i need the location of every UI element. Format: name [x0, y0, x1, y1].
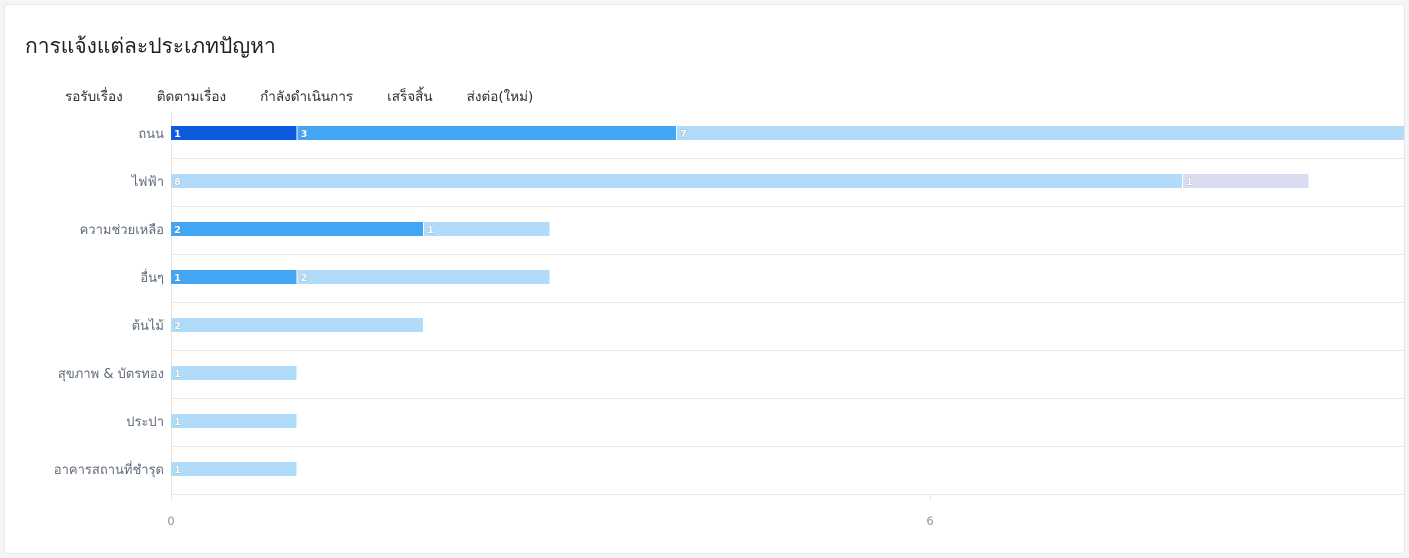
category-label: ประปา [126, 415, 164, 430]
category-label: ความช่วยเหลือ [80, 222, 164, 238]
bar-segment [171, 462, 297, 476]
bar-segment [1183, 174, 1309, 188]
legend-item-pending[interactable]: รอรับเรื่อง [65, 89, 123, 105]
data-label: 8 [174, 177, 181, 188]
category-label: ถนน [138, 127, 164, 142]
data-label: 3 [301, 129, 308, 140]
category-label: สุขภาพ & บัตรทอง [58, 367, 164, 382]
data-label: 7 [680, 129, 687, 140]
category-label: อาคารสถานที่ชำรุด [54, 461, 164, 478]
category-label: อื่นๆ [140, 269, 164, 286]
bar-segment [171, 270, 297, 284]
data-label: 1 [174, 369, 181, 380]
data-label: 2 [174, 321, 181, 332]
data-label: 2 [174, 225, 181, 236]
chart-title: การแจ้งแต่ละประเภทปัญหา [25, 34, 276, 58]
bar-segment [171, 366, 297, 380]
data-label: 1 [174, 129, 181, 140]
bar-segment [171, 126, 297, 140]
bar-segment [171, 222, 423, 236]
bar-segment [171, 174, 1182, 188]
x-tick-label: 0 [167, 514, 174, 528]
bar-segment [171, 318, 423, 332]
x-tick-label: 6 [926, 514, 933, 528]
category-label: ต้นไม้ [132, 318, 164, 334]
bar-segment [297, 270, 550, 284]
legend-item-in-progress[interactable]: กำลังดำเนินการ [260, 89, 354, 105]
data-label: 1 [174, 417, 181, 428]
legend-item-forwarded[interactable]: ส่งต่อ(ใหม่) [466, 89, 534, 105]
bar-segment [171, 414, 297, 428]
bar-segment [677, 126, 1404, 140]
legend-item-completed[interactable]: เสร็จสิ้น [387, 89, 433, 105]
bar-chart: 0 6 ถนน 1 3 7 ไฟฟ้า 8 1 ความช่วยเหลือ 2 1 อื่นๆ 1 2 ต้น… [54, 111, 1404, 528]
chart-card: การแจ้งแต่ละประเภทปัญหา รอรับเรื่อง ติดต… [4, 4, 1405, 554]
data-label: 1 [174, 273, 181, 284]
legend-item-following[interactable]: ติดตามเรื่อง [156, 89, 227, 105]
data-label: 1 [427, 225, 434, 236]
bar-segment [297, 126, 676, 140]
category-label: ไฟฟ้า [131, 174, 164, 190]
chart-legend: รอรับเรื่อง ติดตามเรื่อง กำลังดำเนินการ … [65, 85, 533, 107]
bar-segment [424, 222, 550, 236]
data-label: 1 [1186, 177, 1193, 188]
data-label: 1 [174, 465, 181, 476]
data-label: 2 [301, 273, 308, 284]
